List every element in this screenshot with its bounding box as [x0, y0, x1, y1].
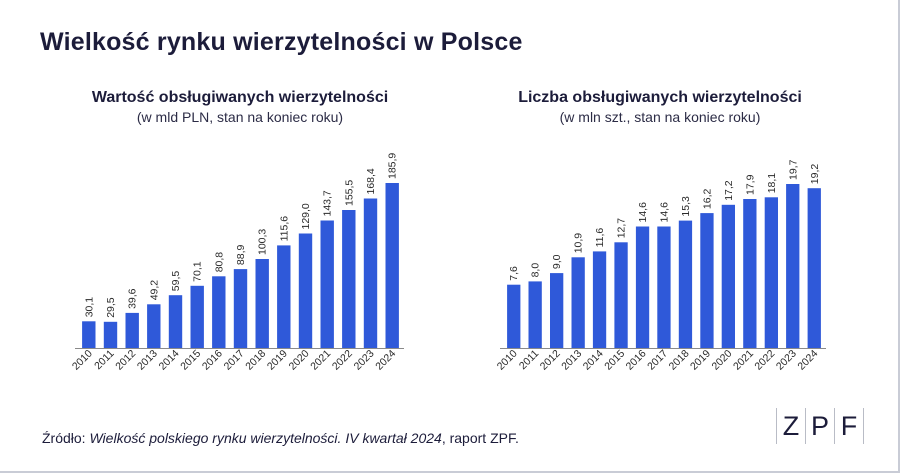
data-label-2021: 143,7: [322, 190, 334, 216]
data-label-2010: 7,6: [508, 266, 520, 281]
data-label-2014: 59,5: [170, 271, 182, 292]
x-tick-label-2012: 2012: [538, 348, 563, 373]
data-label-2010: 30,1: [83, 297, 95, 318]
data-label-2024: 19,2: [809, 164, 821, 185]
bar-2020: [298, 233, 313, 348]
bar-2013: [571, 257, 585, 348]
bar-2015: [614, 242, 628, 348]
bar-2023: [786, 184, 800, 348]
logo-divider: [863, 408, 864, 444]
x-tick-label-2020: 2020: [710, 348, 735, 373]
logo-letter-f: F: [840, 410, 858, 441]
bar-2018: [678, 220, 693, 348]
x-tick-label-2021: 2021: [731, 348, 756, 373]
data-label-2013: 10,9: [573, 233, 585, 254]
bar-2021: [320, 220, 334, 348]
x-tick-label-2019: 2019: [688, 348, 713, 373]
x-tick-label-2011: 2011: [517, 348, 542, 373]
x-tick-label-2023: 2023: [774, 348, 799, 373]
bar-2012: [125, 312, 139, 348]
data-label-2022: 18,1: [766, 173, 778, 194]
bar-2014: [592, 251, 607, 348]
bar-2017: [233, 269, 248, 348]
logo-divider: [834, 408, 835, 444]
source-note: Źródło: Wielkość polskiego rynku wierzyt…: [42, 430, 519, 446]
bar-2015: [190, 285, 204, 348]
bar-2017: [657, 226, 671, 348]
data-label-2019: 16,2: [701, 189, 713, 210]
source-report-title: Wielkość polskiego rynku wierzytelności.…: [89, 430, 442, 446]
chart-title-value: Wartość obsługiwanych wierzytelności: [91, 89, 389, 106]
bar-2014: [168, 295, 183, 348]
bar-2020: [721, 204, 735, 348]
bar-2019: [700, 213, 714, 348]
logo-letter-z: Z: [782, 410, 800, 441]
data-label-2020: 129,0: [300, 203, 312, 229]
x-tick-label-2017: 2017: [645, 348, 670, 373]
data-label-2020: 17,2: [723, 180, 735, 201]
data-label-2014: 11,6: [594, 228, 606, 248]
x-tick-label-2010: 2010: [495, 348, 520, 373]
x-tick-label-2013: 2013: [559, 348, 584, 373]
data-label-2018: 100,3: [257, 229, 269, 255]
data-label-2017: 88,9: [235, 245, 247, 266]
bar-2013: [147, 304, 161, 348]
chart-subtitle-value: (w mld PLN, stan na koniec roku): [136, 109, 344, 125]
logo-letter-p: P: [810, 410, 829, 441]
data-label-2016: 80,8: [213, 252, 225, 273]
bar-2011: [528, 281, 542, 348]
x-tick-label-2018: 2018: [667, 348, 692, 373]
data-label-2015: 12,7: [616, 218, 628, 239]
data-label-2024: 185,9: [387, 153, 399, 179]
bar-2016: [212, 276, 226, 348]
data-label-2021: 17,9: [744, 174, 756, 195]
data-label-2011: 8,0: [530, 263, 542, 278]
data-label-2012: 39,6: [127, 288, 139, 309]
bar-2024: [807, 188, 821, 348]
bar-2018: [255, 259, 269, 348]
bar-2021: [743, 199, 757, 348]
data-label-2013: 49,2: [148, 280, 160, 301]
data-label-2023: 168,4: [365, 168, 377, 194]
chart-title-count: Liczba obsługiwanych wierzytelności: [518, 89, 802, 106]
bar-2011: [103, 321, 118, 348]
source-prefix: Źródło:: [42, 430, 90, 446]
logo-divider: [776, 408, 777, 444]
data-label-2017: 14,6: [659, 202, 671, 223]
x-tick-label-2016: 2016: [624, 348, 649, 373]
data-label-2018: 15,3: [680, 196, 692, 217]
bar-2016: [635, 226, 650, 348]
chart-subtitle-count: (w mln szt., stan na koniec roku): [559, 109, 761, 125]
bar-2022: [764, 197, 778, 348]
data-label-2022: 155,5: [343, 180, 355, 206]
data-label-2019: 115,6: [278, 216, 290, 242]
x-tick-label-2024: 2024: [795, 348, 820, 373]
x-tick-label-2014: 2014: [581, 348, 606, 373]
figure-title: Wielkość rynku wierzytelności w Polsce: [40, 28, 523, 56]
bar-2010: [82, 321, 96, 348]
bar-2010: [507, 284, 521, 348]
bar-2024: [385, 183, 399, 348]
bar-2023: [363, 198, 378, 348]
data-label-2012: 9,0: [551, 254, 563, 269]
x-tick-label-2015: 2015: [602, 348, 627, 373]
data-label-2023: 19,7: [787, 159, 799, 180]
bar-2019: [277, 245, 291, 348]
x-tick-label-2022: 2022: [752, 348, 777, 373]
logo-divider: [805, 408, 806, 444]
bar-2012: [550, 273, 564, 348]
data-label-2016: 14,6: [637, 202, 649, 223]
source-suffix: , raport ZPF.: [441, 430, 519, 446]
bar-2022: [342, 210, 356, 348]
data-label-2015: 70,1: [192, 261, 204, 282]
data-label-2011: 29,5: [105, 297, 117, 318]
zpf-logo: Z P F: [776, 408, 864, 444]
